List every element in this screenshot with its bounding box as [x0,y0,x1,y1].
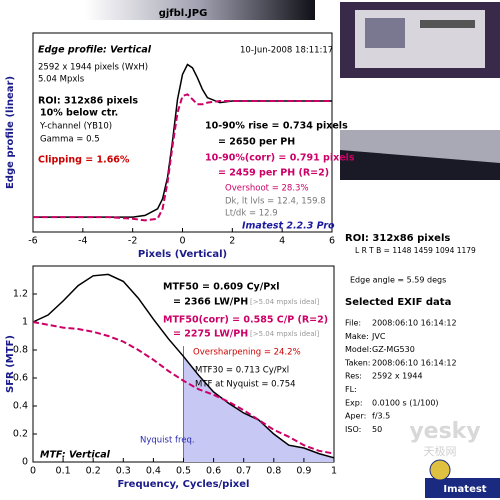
annotation: [>5.04 mpxls ideal] [250,298,320,306]
annotation: Oversharpening = 24.2% [193,348,301,358]
y-tick-label: 0.2 [13,429,28,440]
x-tick-label: 0 [179,236,185,247]
annotation: = 2650 per PH [218,137,295,148]
watermark: yesky [409,419,480,444]
annotation: Edge profile: Vertical [38,45,152,56]
y-axis-label: Edge profile (linear) [5,76,16,189]
file-title: gjfbl.JPG [159,8,208,19]
exif-label: Exp: [345,398,363,407]
exif-label: Taken: [344,358,371,367]
y-tick-label: 0 [22,457,28,468]
roi: ROI: 312x86 pixels [345,233,450,244]
exif-value: 2008:06:10 16:14:12 [372,358,457,367]
exif-value: 2008:06:10 16:14:12 [372,319,457,328]
x-tick-label: 0.9 [296,466,311,477]
edge-angle: Edge angle = 5.59 degs [350,276,446,285]
x-tick-label: 4 [279,236,285,247]
annotation: 10-Jun-2008 18:11:17 [240,46,333,56]
series-line [32,321,335,455]
x-tick-label: 6 [329,236,335,247]
annotation: = 2366 LW/PH [173,297,248,308]
y-tick-label: 1.2 [13,289,28,300]
annotation: Y-channel (YB10) [39,122,112,132]
exif-label: Res: [345,372,362,381]
x-axis-label: Frequency, Cycles/pixel [118,479,250,490]
annotation: Lt/dk = 12.9 [225,209,278,219]
edge-dark [340,150,500,180]
series-line [33,63,332,218]
side-panel: ROI: 312x86 pixels L R T B = 1148 1459 1… [344,233,476,434]
annotation: Imatest 2.2.3 Pro [242,221,335,232]
x-axis-label: Pixels (Vertical) [138,249,227,260]
y-axis-label: SFR (MTF) [5,335,16,393]
exif-title: Selected EXIF data [345,297,451,308]
annotation: ROI: 312x86 pixels [38,96,138,107]
annotation: Overshoot = 28.3% [225,184,309,194]
annotation: 10-90% rise = 0.734 pixels [205,121,348,132]
x-tick-label: 1 [331,466,337,477]
exif-value: 0.0100 s (1/100) [372,398,439,407]
thumbnail-patch [365,18,405,48]
x-tick-label: 0.8 [266,466,281,477]
annotation: MTF50(corr) = 0.585 C/P (R=2) [163,315,328,326]
annotation: 2592 x 1944 pixels (WxH) [38,63,148,73]
x-tick-label: 0.7 [236,466,251,477]
exif-label: Model: [345,345,372,354]
watermark-cn: 天极网 [424,444,457,458]
x-tick-label: -6 [28,236,37,247]
annotation: = 2275 LW/PH [173,329,248,340]
nyquist-region [183,356,334,462]
exif-value: 2592 x 1944 [372,372,423,381]
exif-value: f/3.5 [372,412,390,421]
y-tick-label: 0.8 [13,345,28,356]
y-tick-label: 0.6 [13,373,28,384]
x-tick-label: 0.2 [86,466,101,477]
x-tick-label: 0.5 [176,466,191,477]
y-tick-label: 1 [22,317,28,328]
exif-value: JVC [371,332,386,341]
x-tick-label: 0.6 [206,466,221,477]
x-tick-label: 0.3 [116,466,131,477]
annotation: = 2459 per PH (R=2) [218,168,329,179]
logo-box [425,478,500,498]
annotation: [>5.04 mpxls ideal] [250,330,320,338]
x-tick-label: -2 [128,236,137,247]
exif-label: ISO: [345,425,361,434]
exif-value: 50 [372,425,382,434]
logo: Imatest [443,484,486,495]
exif-value: GZ-MG530 [372,345,415,354]
annotation: MTF30 = 0.713 Cy/Pxl [195,366,289,376]
x-tick-label: 0.4 [146,466,161,477]
annotation: MTF: Vertical [40,450,111,461]
series-line [32,273,335,459]
x-tick-label: 0.1 [56,466,71,477]
logo-icon [429,459,451,481]
annotation: MTF at Nyquist = 0.754 [195,380,296,390]
title-bar [85,0,315,20]
annotation: 5.04 Mpxls [38,75,85,85]
lrtb: L R T B = 1148 1459 1094 1179 [355,246,476,255]
annotation: Dk, lt lvls = 12.4, 159.8 [225,197,326,207]
plot-area [32,32,333,233]
annotation: Clipping = 1.66% [38,155,130,166]
x-tick-label: 0 [30,466,36,477]
annotation: MTF50 = 0.609 Cy/Pxl [163,282,280,293]
annotation: Nyquist freq. [140,436,195,446]
x-tick-label: 2 [229,236,235,247]
series-line [33,93,332,222]
exif-label: FL: [345,385,357,394]
annotation: 10% below ctr. [40,108,118,119]
annotation: 10-90%(corr) = 0.791 pixels [205,153,355,164]
annotation: Gamma = 0.5 [40,135,100,145]
y-tick-label: 0.4 [13,401,28,412]
exif-label: Aper: [345,412,366,421]
x-tick-label: -4 [78,236,87,247]
exif-label: File: [345,319,361,328]
exif-label: Make: [345,332,369,341]
thumbnail-patch [420,20,475,28]
